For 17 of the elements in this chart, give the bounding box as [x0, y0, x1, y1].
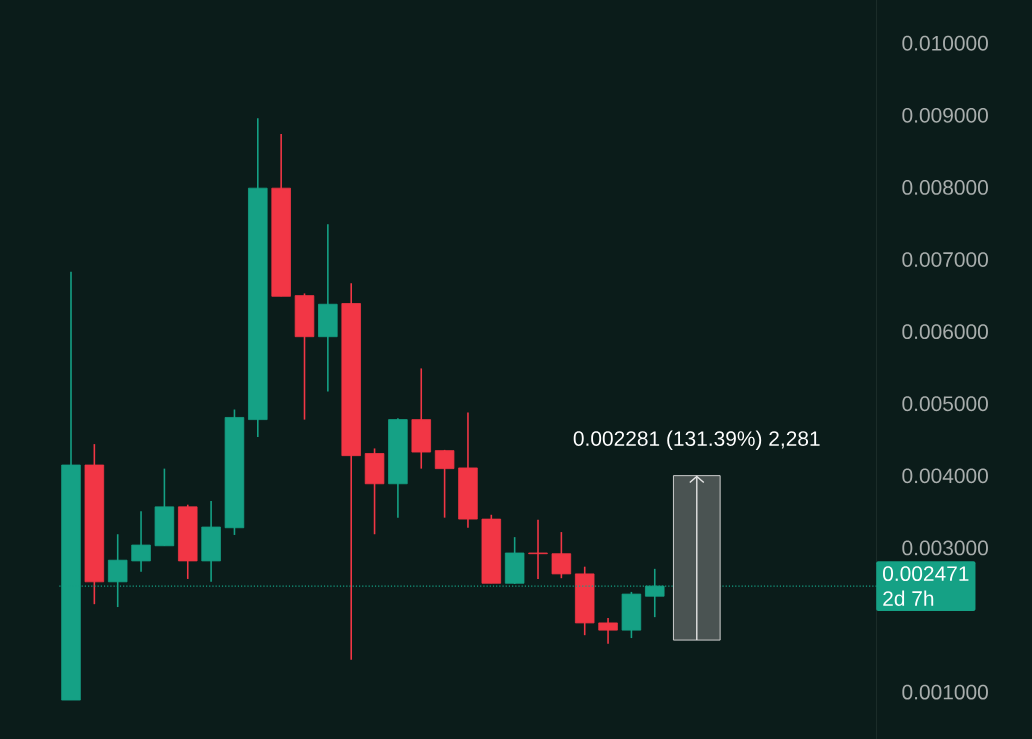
y-tick-label: 0.008000: [902, 180, 988, 195]
y-tick-label: 0.006000: [902, 324, 988, 340]
y-tick-label: 0.009000: [902, 107, 988, 123]
text: 2d 7h: [883, 590, 934, 606]
candlestick: [598, 617, 618, 645]
ref-line-label: 0.002471: [883, 566, 969, 582]
y-tick-label: 0.004000: [902, 468, 988, 484]
y-tick-label: 0.001000: [902, 684, 988, 700]
band-label: 0.002281 (131.39%) 2,281: [573, 430, 820, 451]
y-tick-label: 0.007000: [902, 252, 988, 267]
candlestick: [551, 531, 572, 580]
candlestick: [528, 519, 548, 580]
candlestick: [131, 510, 151, 573]
y-tick-label: 0.003000: [902, 540, 988, 556]
y-tick-label: 0.010000: [902, 35, 988, 51]
y-tick-label: 0.005000: [902, 396, 988, 412]
candlestick: [434, 449, 455, 519]
